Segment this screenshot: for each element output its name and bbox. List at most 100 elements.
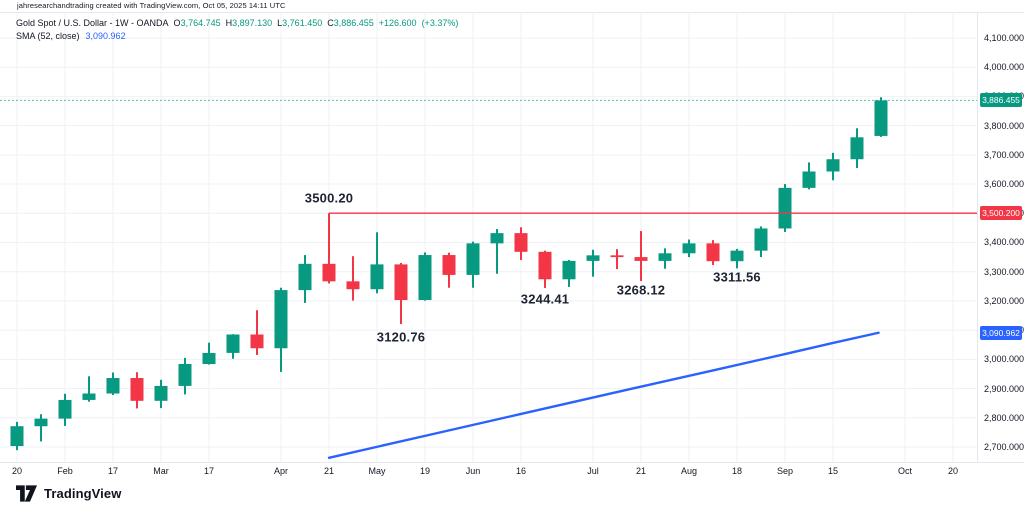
candle-mar-31[interactable] [250,310,264,355]
candle-body [730,250,744,262]
candle-mar-17[interactable] [202,342,216,365]
price-tick-label: 4,000.000 [984,62,1024,73]
candle-body [250,334,264,349]
sma-label: SMA (52, close) [16,31,80,41]
time-tick-label: 20 [947,466,959,476]
candle-may-26[interactable] [442,252,456,288]
price-tick-label: 2,800.000 [984,412,1024,423]
candle-body [418,255,432,301]
candle-body [754,228,768,251]
candle-apr-21[interactable] [322,213,336,284]
candle-sep-22[interactable] [850,128,864,168]
annotation-3311-56[interactable]: 3311.56 [713,269,761,285]
time-axis[interactable]: 20 Feb 17 Mar 17 Apr 21 May 19 Jun 16 Jul 21 Aug 18 Sep… [0,462,1024,478]
time-tick-label: 16 [515,466,527,476]
candle-body [394,264,408,301]
candle-sep-8[interactable] [802,162,816,190]
time-tick-label: 20 [11,466,23,476]
time-tick-label: 19 [419,466,431,476]
candle-jun-9[interactable] [490,229,504,274]
change-percent: (+3.37%) [421,18,459,28]
candle-mar-3[interactable] [154,379,168,409]
close-label: C [327,18,334,28]
candle-apr-7[interactable] [274,287,288,372]
time-tick-label: Mar [153,466,169,476]
time-tick-label: Aug [680,466,698,476]
candle-jan-27[interactable] [34,414,48,442]
candle-may-19[interactable] [418,252,432,301]
low-value: 3,761.450 [282,18,323,28]
legend: Gold Spot / U.S. Dollar - 1W - OANDA O3,7… [16,17,458,43]
candle-mar-24[interactable] [226,334,240,359]
candle-body [826,159,840,172]
price-tick-label: 4,100.000 [984,33,1024,43]
candle-body [562,260,576,280]
price-tick-label: 3,800.000 [984,120,1024,131]
time-tick-label: 17 [107,466,119,476]
annotation-3120-76[interactable]: 3120.76 [376,329,426,345]
time-tick-label: May [368,466,386,476]
annotation-layer: 3500.20 3120.76 3244.41 3268.12 3311.56 [304,190,761,345]
annotation-3268-12[interactable]: 3268.12 [616,282,666,298]
price-tick-label: 3,700.000 [984,149,1024,160]
candle-body [178,364,192,386]
candle-body [274,290,288,349]
symbol-title[interactable]: Gold Spot / U.S. Dollar - 1W - OANDA [16,18,169,28]
candle-jun-23[interactable] [538,250,552,288]
candle-jan-20[interactable] [10,421,24,451]
sma-line[interactable] [327,331,880,459]
legend-sma-row[interactable]: SMA (52, close) 3,090.962 [16,30,458,43]
candle-body [298,263,312,291]
candle-feb-3[interactable] [58,393,72,426]
low-label: L [277,18,283,28]
candle-body [34,418,48,427]
candle-jun-30[interactable] [562,260,576,287]
candle-body [226,334,240,353]
price-tick-label: 3,200.000 [984,295,1024,306]
time-tick-label: Oct [897,466,913,476]
candle-apr-28[interactable] [346,256,360,301]
brand-text: TradingView [44,485,122,501]
candle-may-12[interactable] [394,262,408,325]
candle-jul-14[interactable] [610,249,624,270]
time-tick-label: 18 [731,466,743,476]
candle-body [154,385,168,401]
candle-jun-2[interactable] [466,241,480,288]
candle-aug-18[interactable] [730,248,744,269]
candle-body [10,426,24,447]
annotation-3244-41[interactable]: 3244.41 [520,291,570,307]
candle-apr-14[interactable] [298,255,312,303]
attribution-text: jahresearchandtrading created with Tradi… [17,1,286,10]
time-tick-label: 21 [323,466,335,476]
candle-mar-10[interactable] [178,357,192,395]
candle-feb-24[interactable] [130,372,144,409]
candle-body [778,187,792,229]
candle-body [682,243,696,254]
footer-brand[interactable]: TradingView [16,482,121,504]
price-tick-label: 3,400.000 [984,237,1024,248]
candle-body [658,253,672,261]
candle-jul-28[interactable] [658,248,672,269]
change-value: +126.600 [378,18,417,28]
candle-body [442,255,456,275]
candle-jun-16[interactable] [514,227,528,261]
candle-body [706,243,720,262]
candle-aug-4[interactable] [682,239,696,258]
annotation-3500-20[interactable]: 3500.20 [304,190,354,206]
candle-jul-21[interactable] [634,231,648,282]
candle-sep-15[interactable] [826,152,840,181]
price-tick-label: 2,700.000 [984,441,1024,452]
candle-feb-17[interactable] [106,372,120,395]
high-value: 3,897.130 [232,18,273,28]
candle-aug-25[interactable] [754,226,768,258]
candle-may-5[interactable] [370,232,384,294]
candle-jul-7[interactable] [586,249,600,277]
candle-feb-10[interactable] [82,376,96,402]
legend-symbol-row[interactable]: Gold Spot / U.S. Dollar - 1W - OANDA O3,7… [16,17,458,30]
candle-sep-29[interactable] [874,97,888,137]
candle-aug-11[interactable] [706,240,720,265]
price-axis[interactable]: 4,100.0004,000.0003,900.0003,800.0003,70… [977,13,1024,462]
price-tick-label: 3,600.000 [984,179,1024,190]
candle-sep-1[interactable] [778,184,792,232]
